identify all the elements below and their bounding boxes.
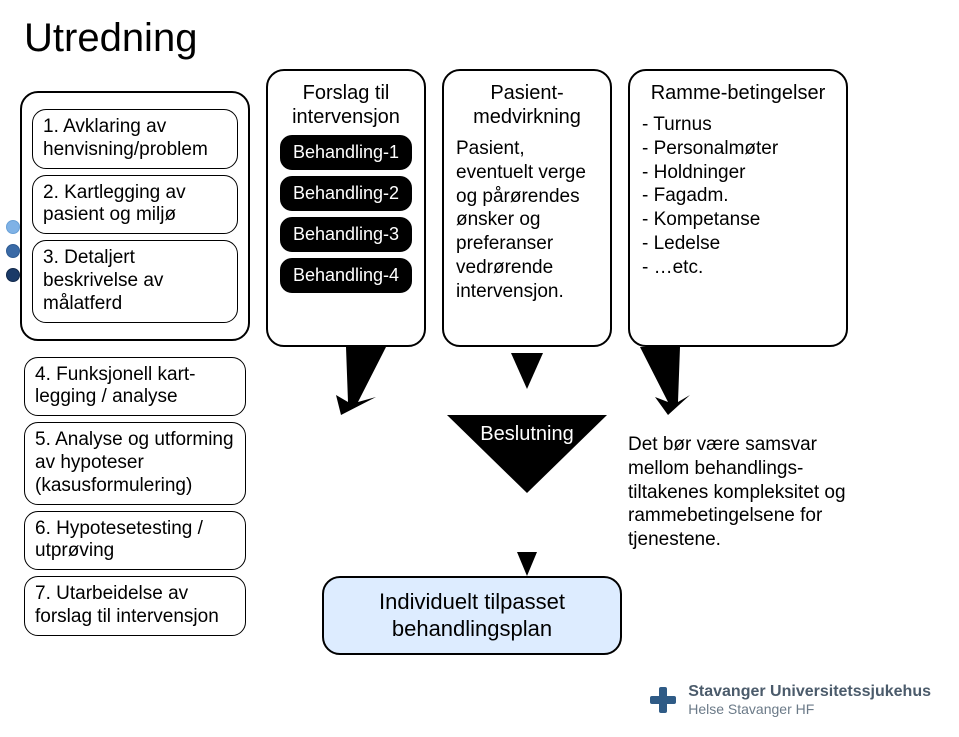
col-utredning: 1. Avklaring av henvisning/problem 2. Ka… bbox=[20, 69, 250, 642]
col-intervention: Forslag til intervensjon Behandling-1 Be… bbox=[266, 69, 426, 347]
panel-steps-top: 1. Avklaring av henvisning/problem 2. Ka… bbox=[20, 91, 250, 341]
step-5: 5. Analyse og utforming av hypoteser (ka… bbox=[24, 422, 246, 504]
logo-line2: Helse Stavanger HF bbox=[688, 701, 931, 717]
plan-wrap: Individuelt tilpasset behandlingsplan bbox=[322, 576, 622, 655]
plan-box: Individuelt tilpasset behandlingsplan bbox=[322, 576, 622, 655]
right-note: Det bør være samsvar mellom behandlings-… bbox=[628, 433, 848, 552]
col-patient: Pasient-medvirkning Pasient, eventuelt v… bbox=[442, 69, 612, 347]
tx-4: Behandling-4 bbox=[280, 258, 412, 293]
body-patient: Pasient, eventuelt verge og pårørendes ø… bbox=[450, 135, 604, 307]
panel-intervention: Forslag til intervensjon Behandling-1 Be… bbox=[266, 69, 426, 347]
tx-1: Behandling-1 bbox=[280, 135, 412, 170]
step-7: 7. Utarbeidelse av forslag til intervens… bbox=[24, 576, 246, 636]
heading-conditions: Ramme-betingelser bbox=[636, 81, 840, 105]
decision-wrap: Beslutning bbox=[442, 415, 612, 493]
col-conditions: Ramme-betingelser - Turnus - Personalmøt… bbox=[628, 69, 848, 347]
arrow-from-intervention bbox=[266, 347, 426, 415]
step-3: 3. Detaljert beskrivelse av målatferd bbox=[32, 240, 238, 322]
slide-bullet-2 bbox=[6, 244, 20, 258]
arrow-from-conditions bbox=[628, 347, 848, 415]
slide-bullet-3 bbox=[6, 268, 20, 282]
panel-patient: Pasient-medvirkning Pasient, eventuelt v… bbox=[442, 69, 612, 347]
step-4: 4. Funksjonell kart-legging / analyse bbox=[24, 357, 246, 417]
cross-icon bbox=[648, 685, 678, 715]
decision-label: Beslutning bbox=[447, 423, 607, 446]
tx-2: Behandling-2 bbox=[280, 176, 412, 211]
heading-patient: Pasient-medvirkning bbox=[450, 81, 604, 129]
arrow-from-patient bbox=[442, 347, 612, 415]
logo-line1: Stavanger Universitetssjukehus bbox=[688, 683, 931, 701]
hospital-logo: Stavanger Universitetssjukehus Helse Sta… bbox=[648, 683, 931, 717]
arrow-to-plan bbox=[442, 552, 612, 576]
right-area: Forslag til intervensjon Behandling-1 Be… bbox=[266, 69, 939, 655]
panel-conditions: Ramme-betingelser - Turnus - Personalmøt… bbox=[628, 69, 848, 347]
step-1: 1. Avklaring av henvisning/problem bbox=[32, 109, 238, 169]
slide-bullet-1 bbox=[6, 220, 20, 234]
columns: 1. Avklaring av henvisning/problem 2. Ka… bbox=[20, 69, 939, 655]
heading-intervention: Forslag til intervensjon bbox=[274, 81, 418, 129]
slide-title: Utredning bbox=[24, 16, 939, 61]
tx-3: Behandling-3 bbox=[280, 217, 412, 252]
note-text: Det bør være samsvar mellom behandlings-… bbox=[628, 433, 848, 552]
step-2: 2. Kartlegging av pasient og miljø bbox=[32, 175, 238, 235]
body-conditions: - Turnus - Personalmøter - Holdninger - … bbox=[636, 111, 840, 283]
step-6: 6. Hypotesetesting / utprøving bbox=[24, 511, 246, 571]
